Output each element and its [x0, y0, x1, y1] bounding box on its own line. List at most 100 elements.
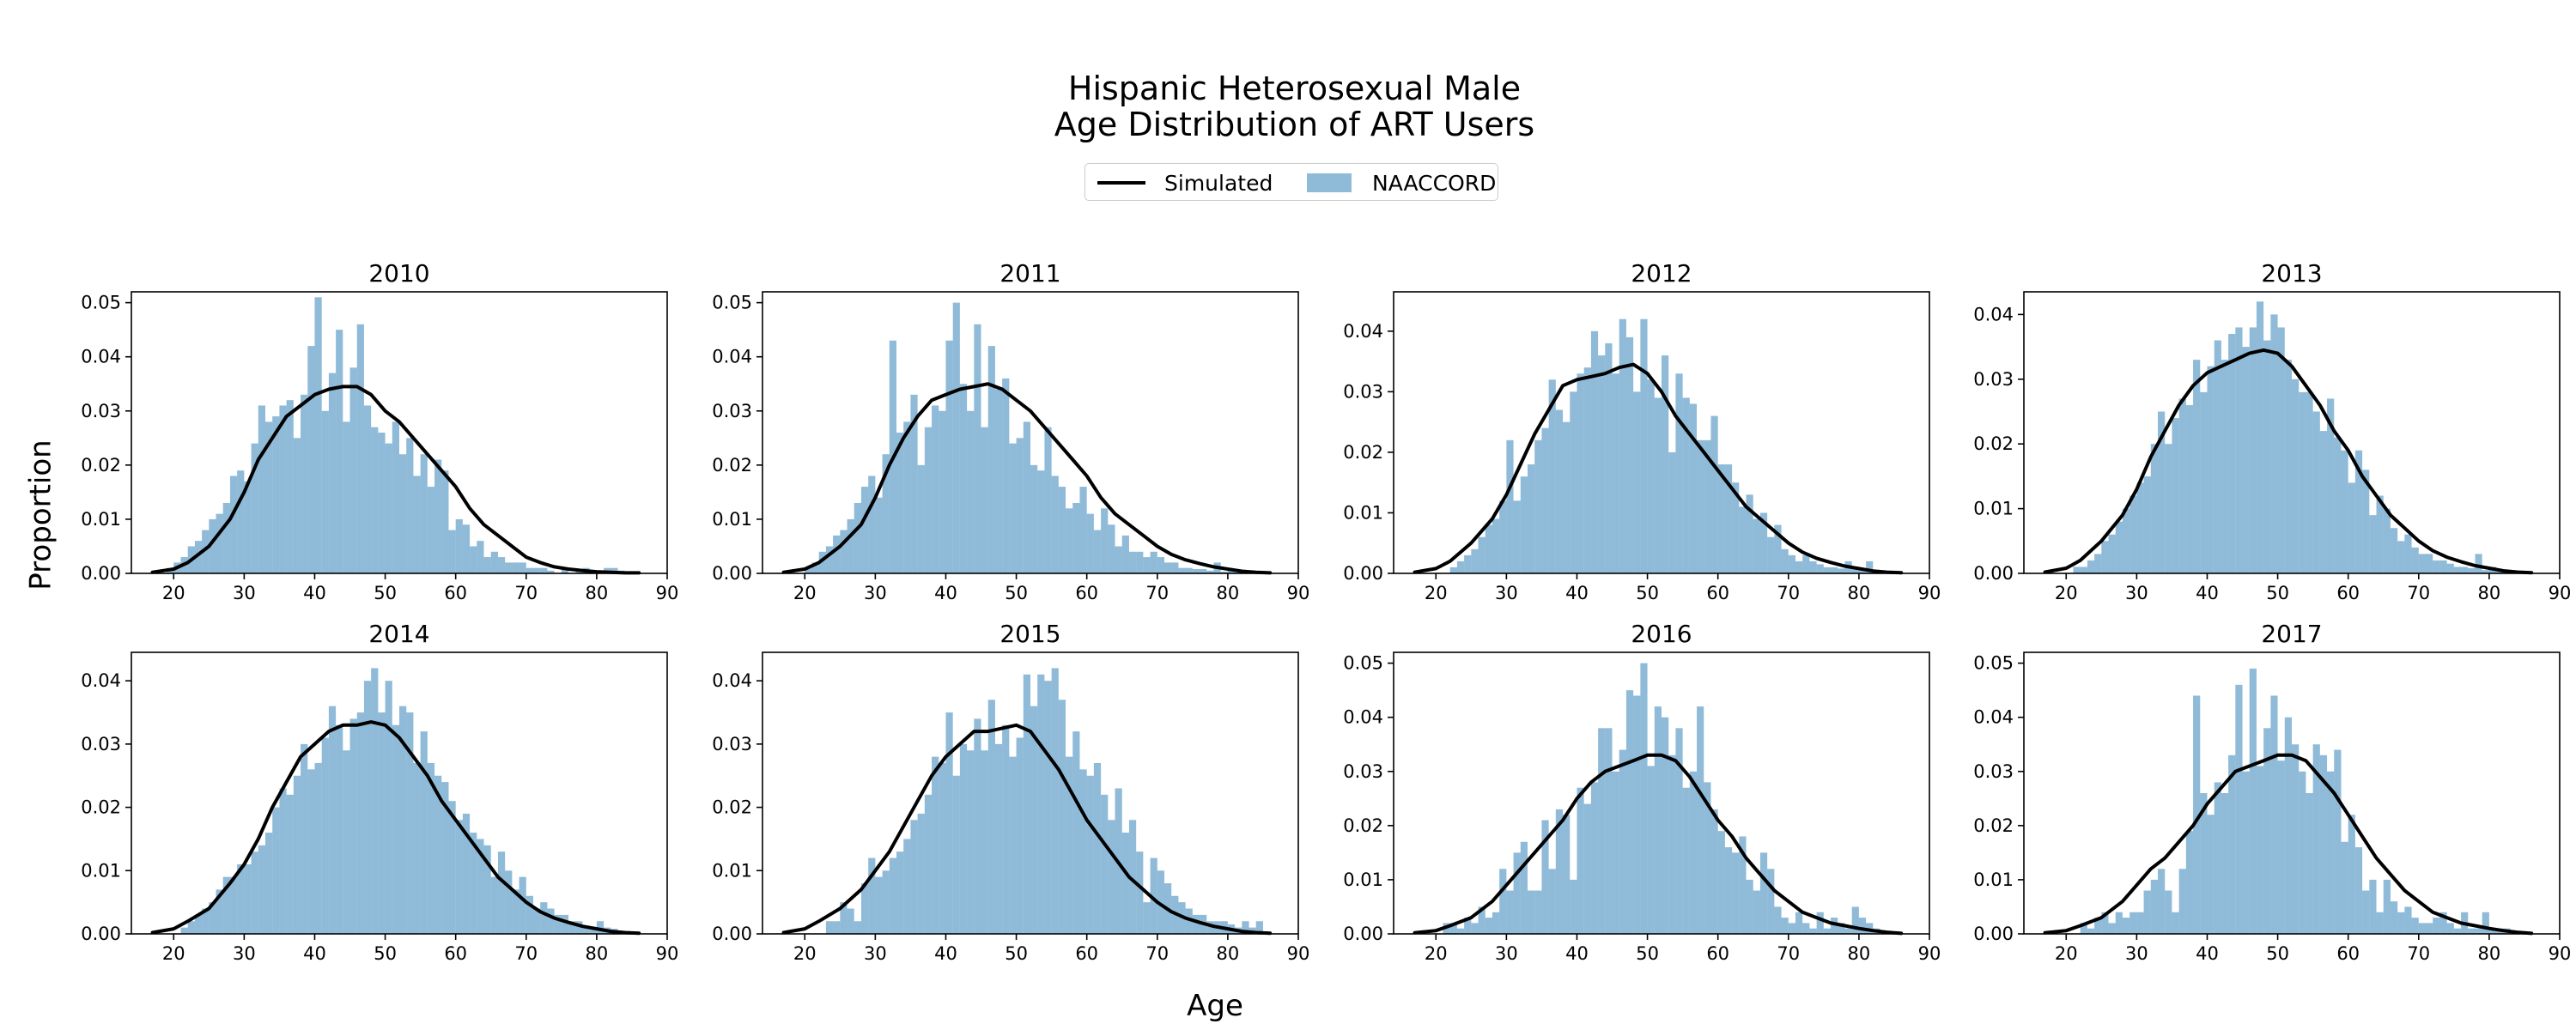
bar — [1704, 439, 1711, 573]
bar — [1185, 567, 1193, 573]
bar — [1774, 906, 1782, 934]
bar — [611, 567, 618, 573]
bar — [1101, 794, 1109, 934]
bar — [1704, 782, 1711, 934]
bar — [1844, 928, 1852, 934]
bar — [2404, 534, 2412, 573]
bar — [939, 762, 946, 934]
bar — [209, 518, 216, 573]
bar — [924, 427, 933, 573]
bar — [561, 914, 569, 934]
bar — [1121, 833, 1129, 934]
bar — [1759, 852, 1768, 934]
bar — [967, 410, 975, 573]
bar — [2383, 508, 2391, 573]
panel-title: 2016 — [1631, 620, 1692, 648]
bar — [441, 470, 449, 573]
y-tick-label: 0.03 — [81, 734, 121, 754]
bar — [293, 775, 301, 934]
bar — [1541, 820, 1549, 934]
bar — [349, 718, 357, 934]
bar — [378, 712, 386, 934]
bar — [2129, 912, 2137, 934]
bar — [1640, 318, 1648, 573]
bar — [2468, 567, 2476, 573]
bar — [1534, 890, 1542, 934]
bar — [1555, 809, 1564, 934]
simulated-line — [781, 723, 1273, 936]
bar — [1128, 551, 1137, 573]
bar — [512, 889, 519, 934]
bar — [1150, 551, 1157, 573]
bar — [1072, 503, 1080, 573]
bar — [2221, 793, 2229, 934]
bar — [1108, 524, 1115, 573]
bar — [2143, 476, 2151, 573]
bar — [2158, 869, 2166, 934]
bar — [1164, 562, 1172, 573]
bar — [1143, 557, 1151, 573]
bar — [2115, 521, 2123, 573]
bar — [286, 794, 294, 934]
bar — [1044, 427, 1052, 573]
bar — [540, 567, 548, 573]
bar — [265, 421, 273, 573]
bar — [2193, 695, 2201, 934]
panel-title: 2012 — [1631, 259, 1692, 288]
bar — [1781, 548, 1789, 573]
bar — [2150, 879, 2158, 934]
bar — [2453, 566, 2462, 573]
bar — [1590, 782, 1599, 934]
panel-2013: 2013 20 30 40 50 60 70 80 90 0.00 0.01 0.02 0.03 0.04 — [1973, 259, 2571, 603]
bar — [526, 567, 533, 573]
bar — [875, 876, 883, 934]
y-tick-label: 0.02 — [712, 797, 752, 818]
bar — [1724, 847, 1733, 934]
bar — [413, 762, 421, 934]
bar — [1534, 439, 1542, 573]
bar — [1668, 754, 1676, 934]
plot-frame — [2023, 291, 2561, 574]
bar — [1513, 852, 1521, 934]
bar — [420, 731, 428, 934]
panel-2017: 2017 20 30 40 50 60 70 80 90 0.00 0.01 0.02 0.03 0.04… — [1973, 620, 2571, 964]
bar — [2108, 923, 2116, 934]
bar — [959, 743, 968, 934]
bar — [216, 889, 223, 934]
bar — [279, 788, 287, 934]
y-tick-label: 0.01 — [81, 509, 121, 530]
bar — [2129, 495, 2137, 573]
y-tick-label: 0.00 — [1973, 563, 2014, 584]
bar — [2482, 912, 2489, 934]
x-tick-label: 60 — [2336, 583, 2360, 603]
bar — [2172, 912, 2179, 934]
figure-title-line2: Age Distribution of ART Users — [1054, 106, 1535, 143]
bar — [2207, 815, 2215, 934]
bar — [1555, 409, 1564, 573]
panel-2014: 2014 20 30 40 50 60 70 80 90 0.00 0.01 0.02 0.03 0.04 — [81, 620, 678, 964]
bar — [244, 863, 252, 934]
x-tick-label: 60 — [1075, 583, 1098, 603]
bar — [1541, 427, 1549, 573]
y-tick-label: 0.03 — [712, 734, 752, 754]
y-tick-label: 0.01 — [1343, 502, 1383, 523]
bar — [194, 914, 203, 934]
bar — [1499, 869, 1507, 934]
x-tick-label: 40 — [934, 943, 957, 964]
bar — [1150, 857, 1157, 934]
bar — [209, 902, 216, 934]
bar — [2073, 566, 2081, 573]
bar — [2178, 869, 2186, 934]
bar — [392, 724, 399, 934]
x-tick-label: 50 — [1005, 943, 1028, 964]
y-tick-label: 0.01 — [712, 860, 752, 881]
x-tick-label: 60 — [1075, 943, 1098, 964]
x-tick-label: 60 — [444, 943, 467, 964]
bar — [875, 497, 883, 573]
x-axis-label: Age — [1187, 989, 1243, 1023]
x-tick-label: 90 — [656, 583, 679, 603]
bar — [251, 443, 258, 573]
y-tick-label: 0.00 — [1973, 924, 2014, 944]
bar — [1086, 775, 1094, 934]
